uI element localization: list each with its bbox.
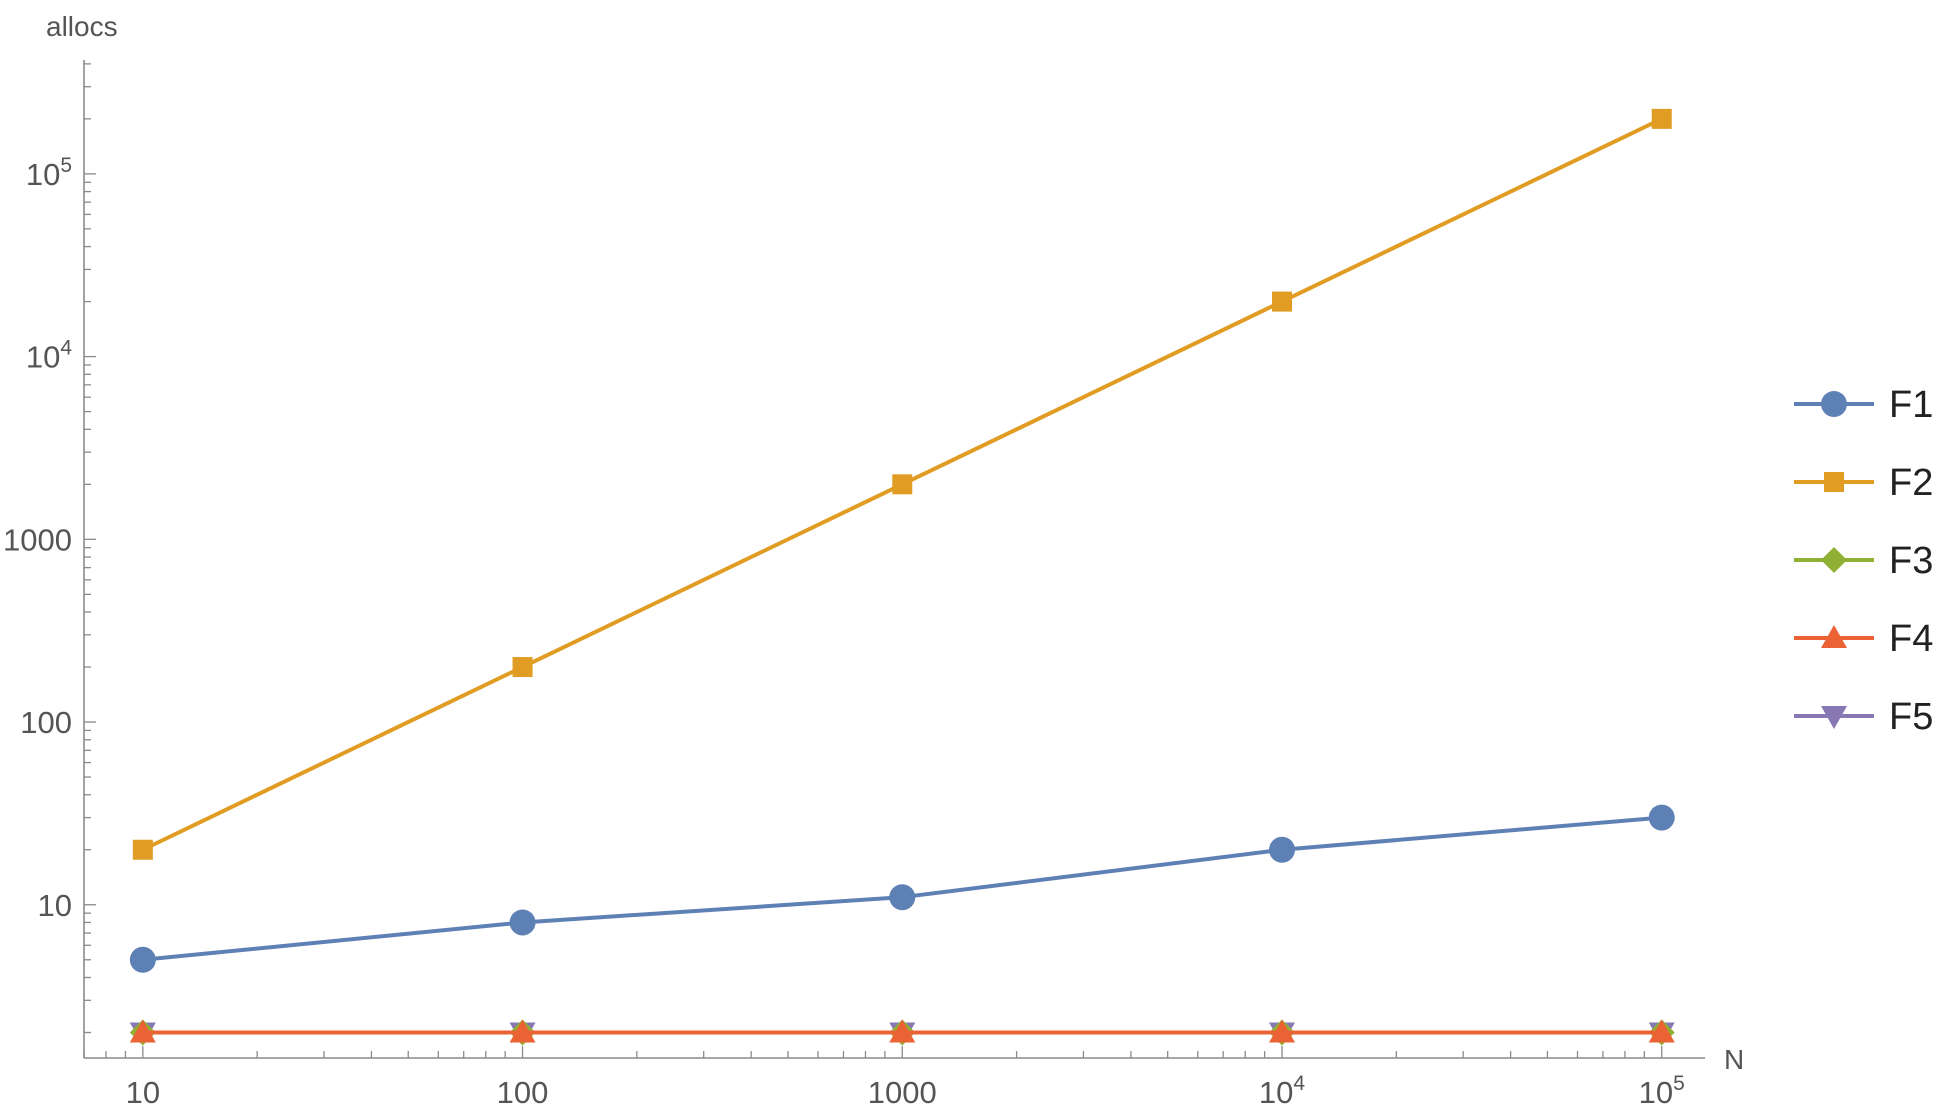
legend-item-F5: F5 xyxy=(1794,696,1933,738)
data-point-F2 xyxy=(892,474,913,495)
data-point-F2 xyxy=(1272,291,1293,312)
data-point-F4 xyxy=(889,1019,916,1043)
y-tick-label: 1000 xyxy=(3,522,72,557)
x-axis-label: N xyxy=(1724,1044,1744,1075)
data-point-F1 xyxy=(1648,804,1675,831)
legend-marker-F1 xyxy=(1821,391,1847,417)
legend-label: F4 xyxy=(1889,618,1933,660)
data-point-F2 xyxy=(1651,108,1672,129)
legend-label: F1 xyxy=(1889,384,1933,426)
data-point-F4 xyxy=(1269,1019,1296,1043)
y-tick-label: 105 xyxy=(26,154,72,192)
data-point-F2 xyxy=(512,657,533,678)
data-point-F1 xyxy=(509,909,536,936)
y-tick-label: 100 xyxy=(20,705,72,740)
series-F1 xyxy=(129,804,1675,973)
legend-label: F3 xyxy=(1889,540,1933,582)
x-tick-label: 10 xyxy=(126,1075,160,1110)
legend-marker-F2 xyxy=(1824,472,1844,492)
data-point-F4 xyxy=(1648,1019,1675,1043)
legend-marker-F4 xyxy=(1821,625,1847,648)
legend-marker-F3 xyxy=(1821,547,1847,573)
y-tick-label: 104 xyxy=(26,337,72,375)
x-tick-label: 104 xyxy=(1259,1072,1305,1110)
legend-label: F5 xyxy=(1889,696,1933,738)
x-tick-label: 1000 xyxy=(868,1075,937,1110)
legend-marker-F5 xyxy=(1821,706,1847,729)
data-point-F1 xyxy=(129,946,156,973)
data-point-F1 xyxy=(1269,836,1296,863)
legend-item-F4: F4 xyxy=(1794,618,1933,660)
series-layer xyxy=(129,108,1675,1046)
legend-item-F1: F1 xyxy=(1794,384,1933,426)
data-point-F1 xyxy=(889,884,916,911)
axes: 10 100 1000 104 105 10 100 1000 104 105 xyxy=(3,60,1705,1110)
legend-item-F3: F3 xyxy=(1794,540,1933,582)
legend-item-F2: F2 xyxy=(1794,462,1933,504)
legend: F1 F2 F3 F4 F5 xyxy=(1794,384,1933,738)
data-point-F4 xyxy=(129,1019,156,1043)
y-axis-label: allocs xyxy=(46,11,118,42)
x-tick-label: 100 xyxy=(497,1075,549,1110)
legend-label: F2 xyxy=(1889,462,1933,504)
y-tick-label: 10 xyxy=(38,888,72,923)
series-F2 xyxy=(132,108,1672,860)
data-point-F4 xyxy=(509,1019,536,1043)
data-point-F2 xyxy=(132,839,153,860)
x-tick-label: 105 xyxy=(1639,1072,1685,1110)
series-F4 xyxy=(129,1019,1675,1043)
